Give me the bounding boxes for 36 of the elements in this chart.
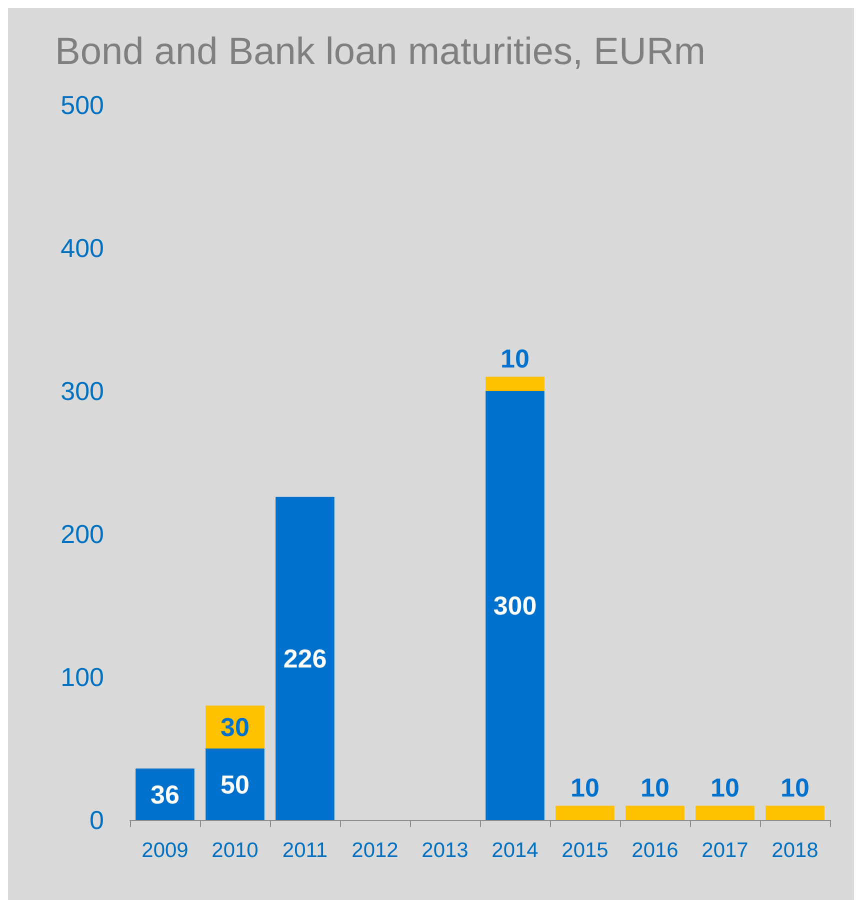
x-tick-label: 2011 — [282, 839, 328, 862]
data-label: 10 — [640, 772, 670, 803]
y-tick-label: 500 — [60, 90, 104, 120]
bar — [766, 806, 824, 820]
x-tick-label: 2010 — [212, 839, 258, 862]
data-label: 10 — [500, 344, 530, 374]
y-tick-label: 400 — [60, 233, 104, 263]
data-label: 50 — [220, 769, 250, 800]
y-tick-label: 200 — [60, 519, 104, 549]
chart-title: Bond and Bank loan maturities, EURm — [55, 31, 706, 73]
x-tick-label: 2012 — [352, 839, 398, 862]
bar — [486, 376, 544, 391]
bar — [696, 806, 754, 820]
x-tick-label: 2009 — [142, 839, 188, 862]
data-label: 300 — [493, 590, 537, 620]
data-label: 10 — [780, 772, 810, 803]
bar — [626, 806, 684, 820]
bar — [486, 391, 544, 820]
x-tick-label: 2016 — [632, 839, 678, 862]
x-tick-label: 2015 — [562, 839, 608, 862]
data-label: 10 — [570, 772, 600, 803]
x-tick-label: 2017 — [702, 839, 748, 862]
y-tick-label: 0 — [90, 805, 104, 835]
x-tick-label: 2014 — [492, 839, 539, 862]
x-tick-label: 2013 — [422, 839, 468, 862]
bar — [556, 806, 614, 820]
y-tick-label: 100 — [60, 662, 104, 692]
data-label: 30 — [220, 712, 250, 742]
bar — [206, 748, 264, 820]
x-tick-label: 2018 — [772, 839, 818, 862]
bar — [276, 496, 334, 820]
bar — [136, 768, 194, 820]
y-tick-label: 300 — [60, 376, 104, 406]
data-label: 226 — [283, 643, 327, 674]
data-label: 10 — [710, 772, 740, 803]
data-label: 36 — [150, 779, 180, 810]
